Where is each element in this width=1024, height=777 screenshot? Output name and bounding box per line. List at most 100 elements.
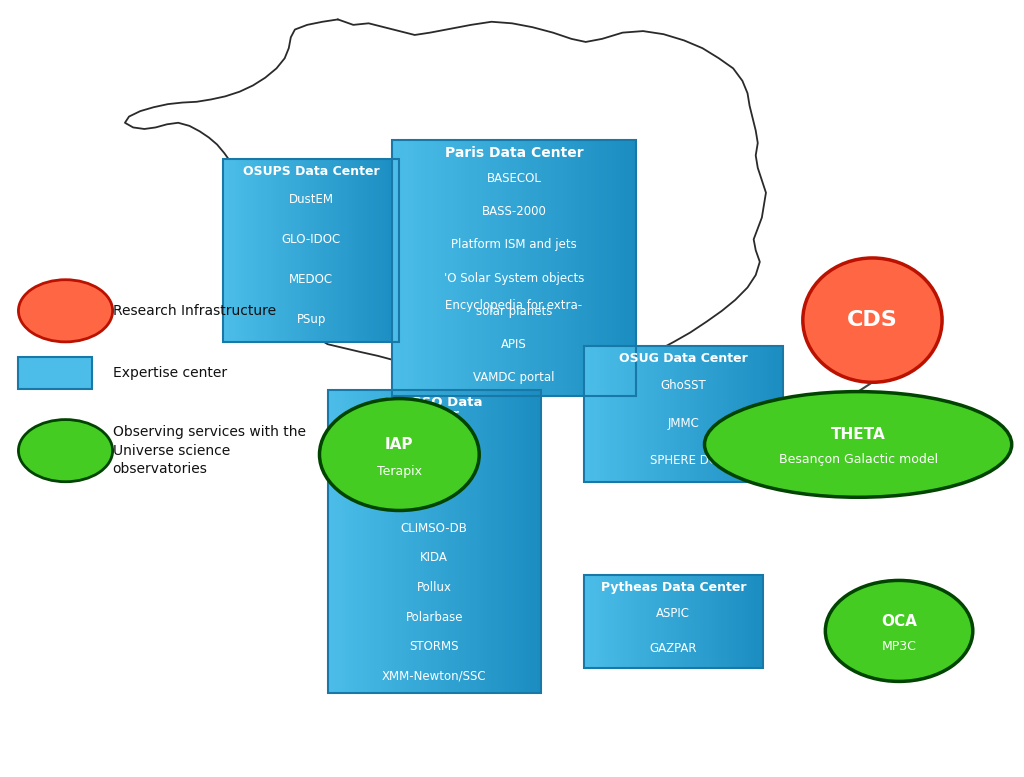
- Bar: [370, 159, 373, 342]
- Bar: [724, 575, 727, 668]
- Bar: [615, 140, 620, 396]
- Bar: [484, 390, 487, 693]
- Bar: [267, 159, 270, 342]
- Bar: [610, 346, 613, 482]
- Bar: [434, 390, 437, 693]
- Bar: [697, 575, 700, 668]
- Bar: [373, 159, 376, 342]
- Bar: [392, 140, 396, 396]
- Bar: [703, 575, 707, 668]
- Bar: [599, 140, 603, 396]
- Text: CDPP: CDPP: [419, 492, 450, 505]
- Bar: [335, 159, 338, 342]
- Bar: [613, 575, 616, 668]
- Bar: [285, 159, 288, 342]
- Bar: [425, 140, 429, 396]
- Bar: [241, 159, 244, 342]
- Bar: [512, 390, 516, 693]
- Bar: [593, 575, 596, 668]
- Bar: [305, 159, 308, 342]
- Bar: [352, 390, 356, 693]
- Bar: [332, 159, 335, 342]
- Bar: [551, 140, 555, 396]
- Bar: [742, 575, 744, 668]
- Bar: [409, 140, 413, 396]
- Bar: [279, 159, 282, 342]
- Bar: [567, 140, 571, 396]
- Bar: [264, 159, 267, 342]
- Bar: [746, 346, 750, 482]
- Bar: [413, 390, 417, 693]
- Bar: [632, 140, 636, 396]
- Bar: [780, 346, 783, 482]
- Bar: [311, 159, 314, 342]
- Bar: [376, 159, 379, 342]
- Bar: [600, 346, 603, 482]
- Bar: [736, 575, 739, 668]
- Bar: [733, 346, 736, 482]
- Bar: [385, 159, 388, 342]
- Bar: [590, 575, 593, 668]
- Bar: [604, 575, 607, 668]
- Bar: [331, 390, 335, 693]
- Bar: [744, 575, 748, 668]
- Bar: [256, 159, 258, 342]
- Bar: [516, 390, 519, 693]
- Text: GAZPAR: GAZPAR: [649, 642, 697, 655]
- Bar: [421, 140, 425, 396]
- Bar: [721, 575, 724, 668]
- Bar: [261, 159, 264, 342]
- Bar: [361, 159, 365, 342]
- Text: Observing services with the
Universe science
observatories: Observing services with the Universe sci…: [113, 425, 305, 476]
- Bar: [715, 575, 718, 668]
- Bar: [616, 346, 621, 482]
- Bar: [490, 390, 495, 693]
- Bar: [757, 346, 760, 482]
- Bar: [737, 346, 740, 482]
- Bar: [429, 140, 433, 396]
- Bar: [591, 140, 595, 396]
- Bar: [658, 575, 662, 668]
- Bar: [640, 346, 643, 482]
- Bar: [652, 575, 655, 668]
- Text: Encyclopedia for extra-: Encyclopedia for extra-: [445, 299, 583, 312]
- Bar: [445, 140, 450, 396]
- Bar: [703, 346, 707, 482]
- Bar: [291, 159, 294, 342]
- Bar: [244, 159, 247, 342]
- Bar: [238, 159, 241, 342]
- Bar: [374, 390, 378, 693]
- Bar: [335, 390, 338, 693]
- Bar: [646, 575, 649, 668]
- Bar: [712, 575, 715, 668]
- Bar: [270, 159, 273, 342]
- Text: Terapix: Terapix: [377, 465, 422, 478]
- Bar: [498, 140, 502, 396]
- Bar: [539, 140, 543, 396]
- Bar: [400, 140, 404, 396]
- Bar: [632, 575, 635, 668]
- Bar: [413, 140, 417, 396]
- Bar: [530, 390, 534, 693]
- Bar: [748, 575, 751, 668]
- Bar: [665, 575, 668, 668]
- Bar: [563, 140, 567, 396]
- Ellipse shape: [18, 420, 113, 482]
- Bar: [346, 159, 349, 342]
- Ellipse shape: [18, 280, 113, 342]
- Bar: [679, 575, 682, 668]
- Bar: [402, 390, 406, 693]
- Bar: [523, 390, 526, 693]
- Bar: [392, 140, 636, 396]
- Text: STORMS: STORMS: [410, 640, 459, 653]
- Bar: [607, 140, 611, 396]
- Bar: [707, 575, 709, 668]
- Bar: [526, 390, 530, 693]
- Bar: [461, 140, 465, 396]
- Bar: [450, 140, 453, 396]
- Bar: [543, 140, 547, 396]
- Bar: [344, 159, 346, 342]
- Bar: [754, 346, 757, 482]
- Bar: [671, 575, 674, 668]
- Bar: [466, 390, 470, 693]
